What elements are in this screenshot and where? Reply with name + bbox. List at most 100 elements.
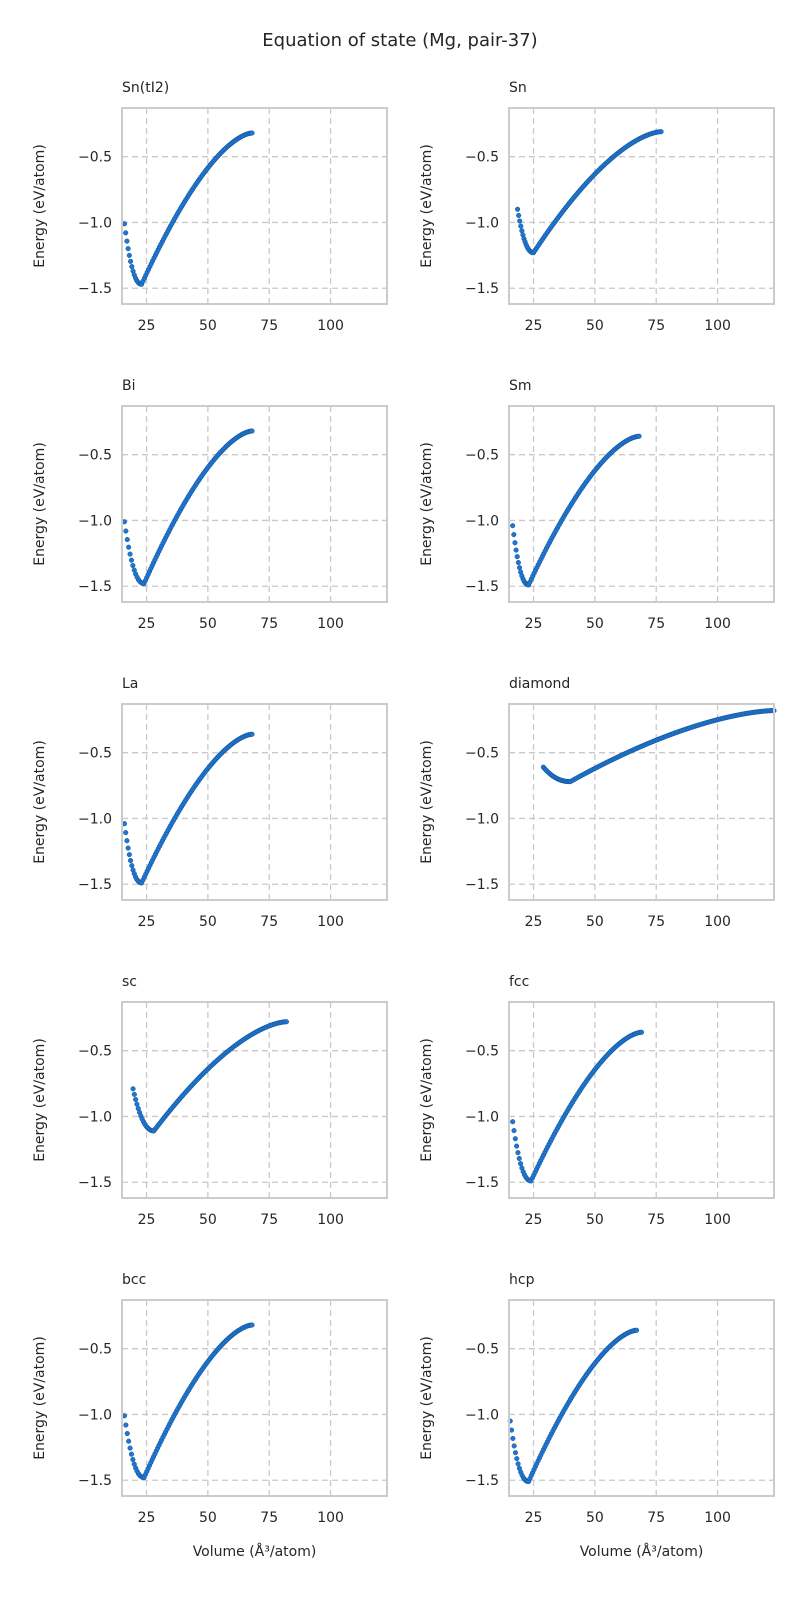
data-point (249, 130, 255, 136)
x-tick-label: 50 (586, 1510, 604, 1526)
y-tick-label: −0.5 (465, 1044, 499, 1060)
data-point (518, 1161, 524, 1167)
plot-area (121, 703, 388, 901)
x-axis-label: Volume (Å³/atom) (580, 1543, 704, 1560)
data-points (510, 433, 642, 588)
y-tick-label: −1.5 (465, 579, 499, 595)
data-point (128, 258, 134, 264)
x-tick-label: 100 (704, 616, 731, 632)
x-tick-label: 50 (586, 616, 604, 632)
panel-6: sc 25 50 75 100 −1.5 −1.0 −0.5 Energy (eV/atom) (32, 974, 388, 1228)
data-point (658, 129, 664, 135)
y-tick-label: −0.5 (465, 746, 499, 762)
x-tick-label: 75 (647, 1212, 665, 1228)
panel-7: fcc 25 50 75 100 −1.5 −1.0 −0.5 Energy (eV/atom) (419, 974, 775, 1228)
y-axis-label: Energy (eV/atom) (32, 442, 48, 566)
data-point (130, 1456, 136, 1463)
data-point (123, 830, 129, 836)
panel-5: diamond 25 50 75 100 −1.5 −1.0 −0.5 Energy (eV/a… (419, 676, 777, 930)
data-point (516, 1155, 522, 1162)
data-point (636, 433, 642, 439)
x-tick-label: 25 (138, 318, 156, 334)
plot-frame (508, 703, 775, 901)
plot-frame (508, 107, 775, 305)
data-points (121, 428, 255, 587)
x-tick-label: 75 (647, 914, 665, 930)
x-tick-label: 25 (138, 914, 156, 930)
x-tick-label: 50 (586, 1212, 604, 1228)
data-point (131, 1091, 137, 1097)
x-tick-label: 75 (647, 318, 665, 334)
x-tick-label: 25 (525, 914, 543, 930)
panel-title: Bi (122, 378, 136, 394)
x-tick-label: 25 (525, 318, 543, 334)
y-tick-label: −1.5 (465, 281, 499, 297)
y-tick-label: −1.5 (465, 1175, 499, 1191)
x-tick-label: 25 (525, 1510, 543, 1526)
data-points (507, 1327, 640, 1485)
data-point (510, 1435, 516, 1441)
data-point (126, 544, 132, 550)
x-tick-label: 100 (317, 1212, 344, 1228)
x-tick-label: 100 (704, 914, 731, 930)
data-point (126, 252, 132, 258)
y-tick-label: −1.5 (78, 281, 112, 297)
y-tick-label: −1.0 (78, 215, 112, 231)
y-tick-label: −0.5 (78, 448, 112, 464)
plot-frame (508, 1299, 775, 1497)
x-tick-label: 100 (704, 1510, 731, 1526)
data-point (510, 1119, 516, 1125)
y-axis-label: Energy (eV/atom) (32, 1336, 48, 1460)
data-point (512, 1450, 519, 1456)
y-tick-label: −1.5 (78, 579, 112, 595)
data-point (126, 852, 132, 858)
plot-area (508, 703, 775, 901)
plot-frame (121, 107, 388, 305)
data-point (511, 532, 517, 538)
data-point (514, 554, 520, 560)
plot-area (508, 1299, 775, 1497)
x-tick-label: 50 (199, 1510, 217, 1526)
y-axis-label: Energy (eV/atom) (32, 740, 48, 864)
y-axis-label: Energy (eV/atom) (32, 144, 48, 268)
x-tick-label: 100 (317, 318, 344, 334)
x-tick-label: 50 (199, 318, 217, 334)
y-tick-label: −1.5 (78, 877, 112, 893)
data-point (515, 559, 521, 566)
x-tick-label: 100 (317, 1510, 344, 1526)
x-tick-label: 25 (138, 1212, 156, 1228)
y-tick-label: −0.5 (78, 746, 112, 762)
x-tick-label: 50 (199, 616, 217, 632)
y-tick-label: −0.5 (465, 150, 499, 166)
panel-0: Sn(tI2) 25 50 75 100 −1.5 −1.0 −0.5 Energy (eV/a… (32, 80, 388, 334)
data-points (121, 1322, 255, 1481)
panel-1: Sn 25 50 75 100 −1.5 −1.0 −0.5 Energy (eV/atom) (419, 80, 775, 334)
panel-9: hcp 25 50 75 100 −1.5 −1.0 −0.5 Energy (eV/atom)… (419, 1272, 775, 1560)
data-point (249, 1322, 255, 1328)
y-axis-label: Energy (eV/atom) (419, 740, 435, 864)
y-tick-label: −1.0 (78, 1407, 112, 1423)
x-tick-label: 50 (586, 318, 604, 334)
panel-title: Sm (509, 378, 532, 394)
y-tick-label: −0.5 (465, 448, 499, 464)
y-tick-label: −1.0 (78, 1109, 112, 1125)
plot-frame (508, 1001, 775, 1199)
data-point (124, 238, 130, 244)
data-point (130, 562, 136, 569)
y-tick-label: −1.5 (465, 877, 499, 893)
plot-frame (121, 405, 388, 603)
y-axis-label: Energy (eV/atom) (32, 1038, 48, 1162)
data-points (540, 708, 777, 785)
x-tick-label: 50 (199, 1212, 217, 1228)
y-axis-label: Energy (eV/atom) (419, 144, 435, 268)
data-point (130, 1086, 136, 1092)
data-point (283, 1019, 289, 1025)
data-point (134, 1101, 140, 1107)
panel-title: Sn (509, 80, 527, 96)
y-tick-label: −1.0 (78, 811, 112, 827)
data-point (511, 1443, 517, 1449)
data-points (515, 129, 664, 256)
data-point (519, 228, 525, 234)
data-point (123, 528, 129, 534)
y-tick-label: −1.0 (465, 215, 499, 231)
